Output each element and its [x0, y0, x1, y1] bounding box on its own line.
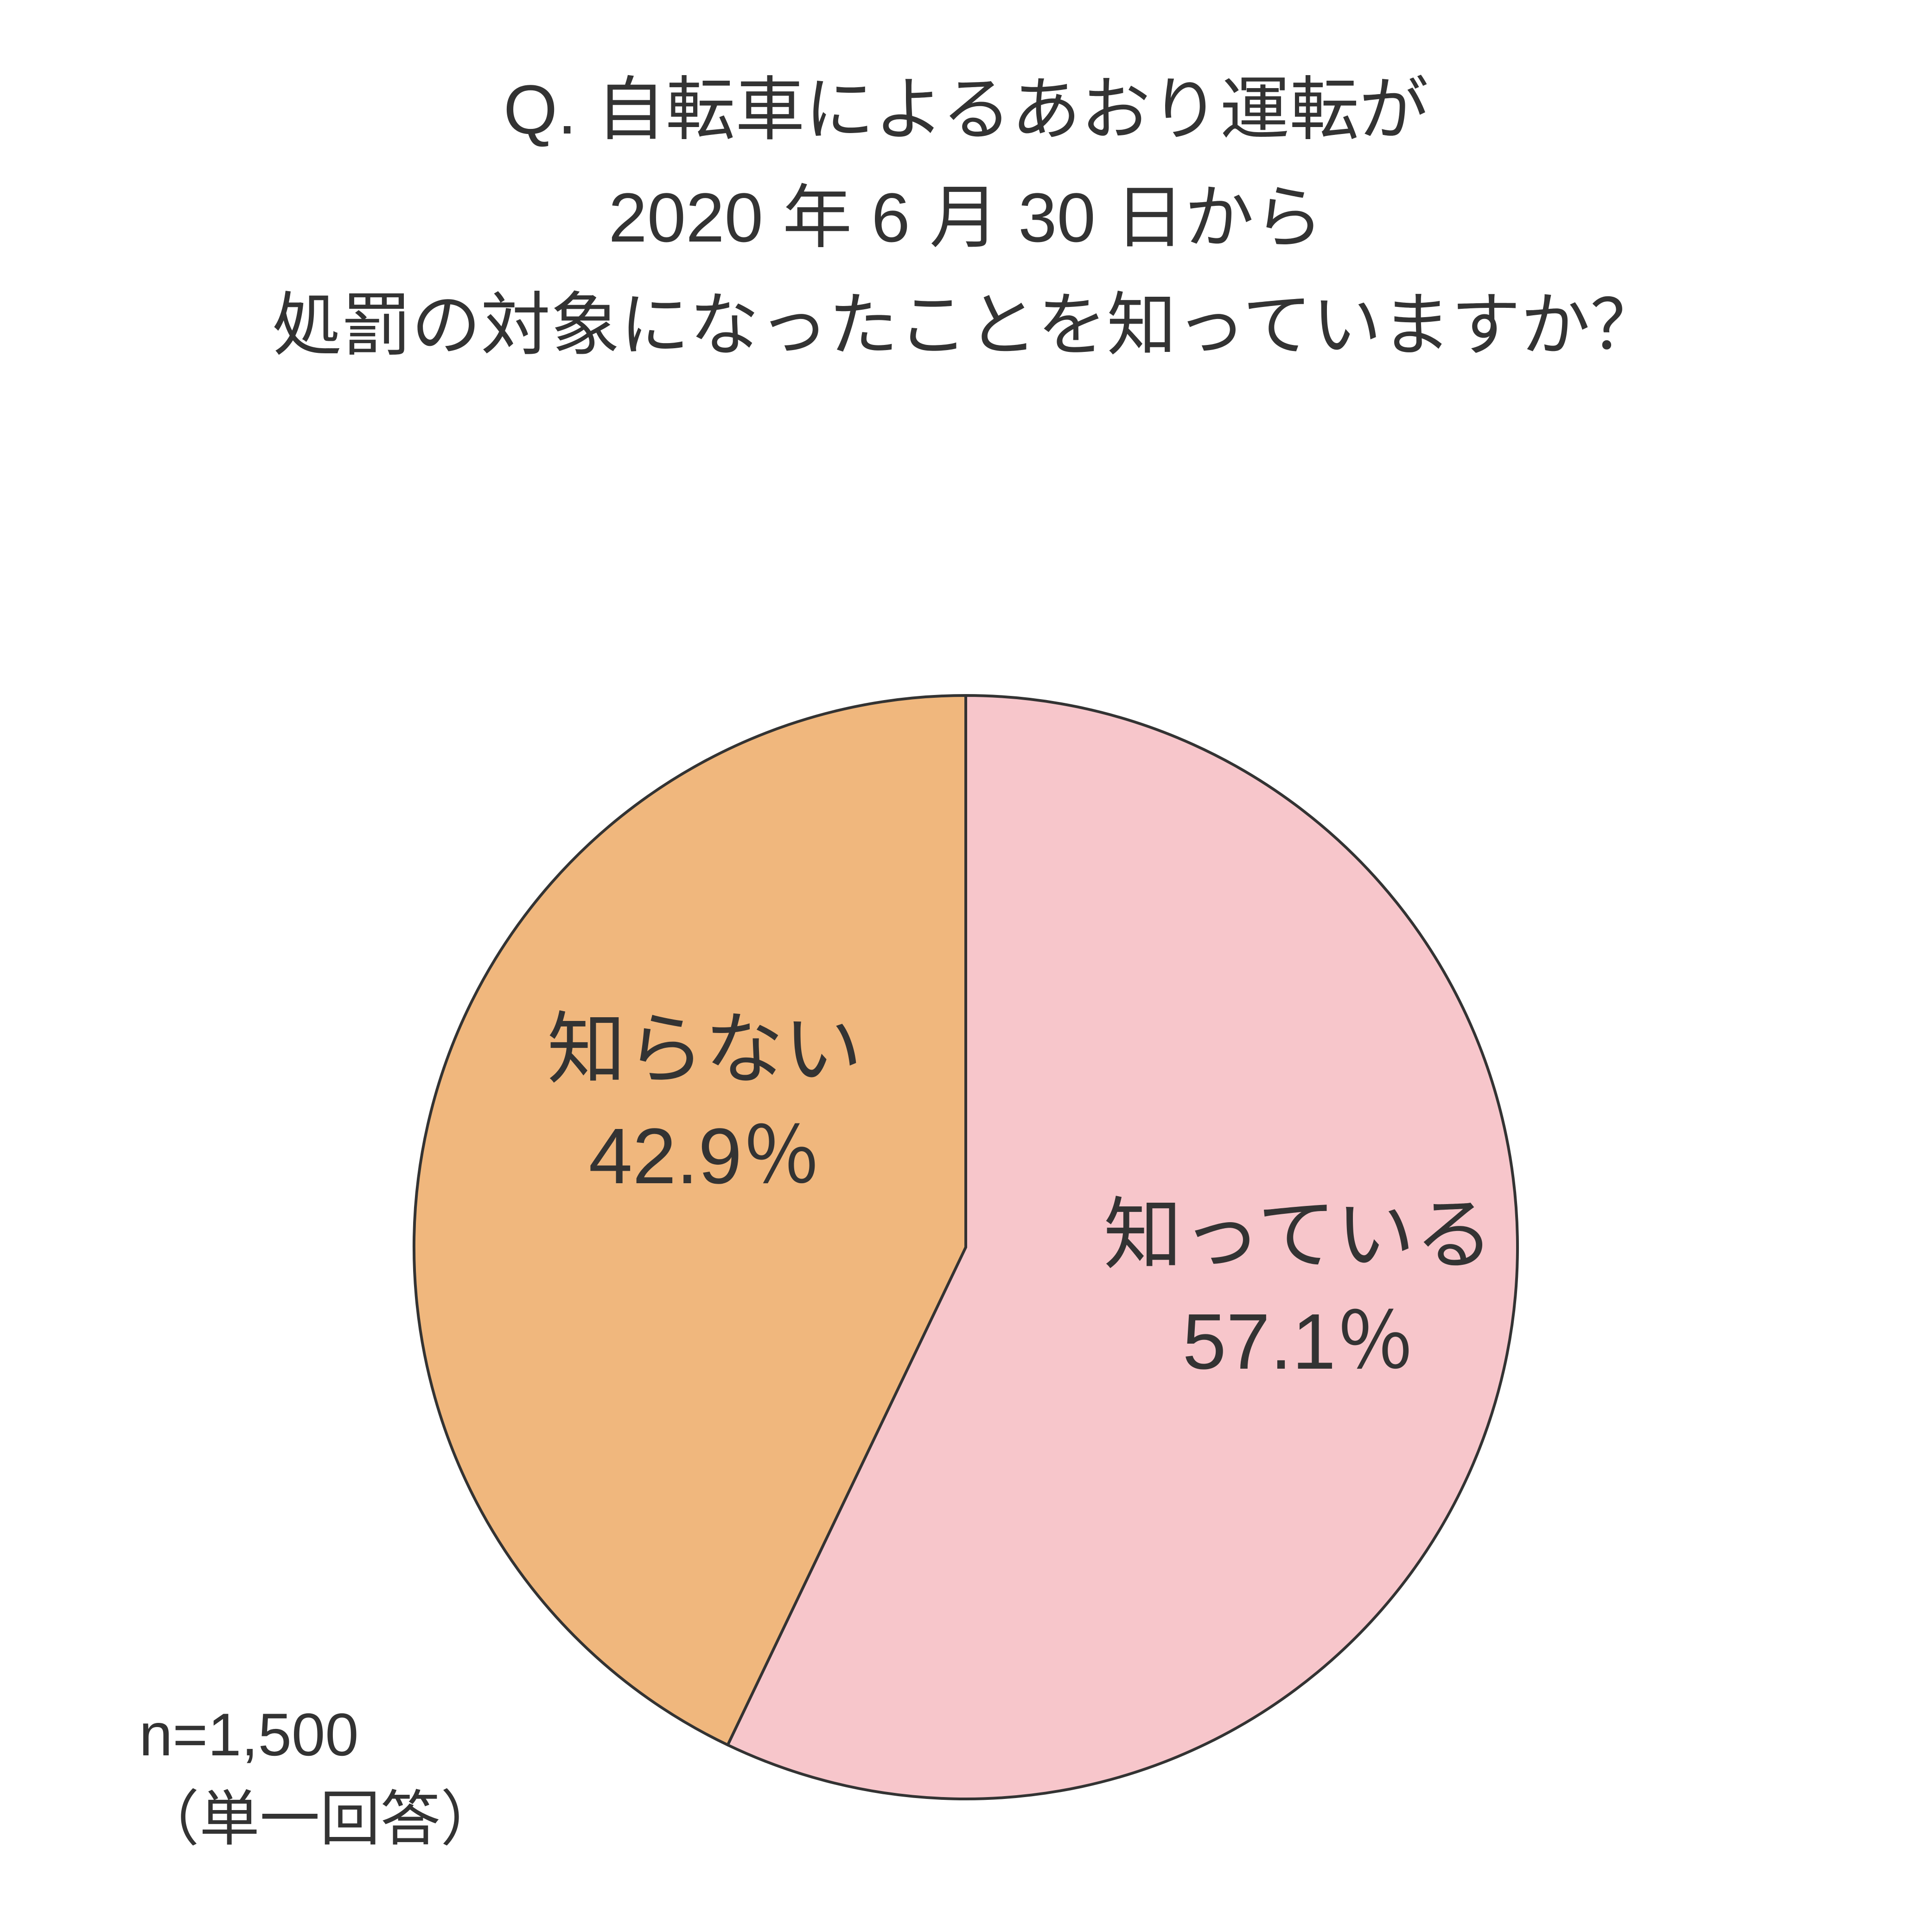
- slice-label: 知らない 42.9％: [547, 997, 862, 1210]
- chart-container: Q. 自転車によるあおり運転が 2020 年 6 月 30 日から 処罰の対象に…: [0, 0, 1932, 1932]
- slice-label: 知っている 57.1％: [1103, 1182, 1494, 1395]
- chart-title: Q. 自転車によるあおり運転が 2020 年 6 月 30 日から 処罰の対象に…: [0, 56, 1932, 379]
- sample-size-note: n=1,500 （単一回答）: [139, 1692, 501, 1861]
